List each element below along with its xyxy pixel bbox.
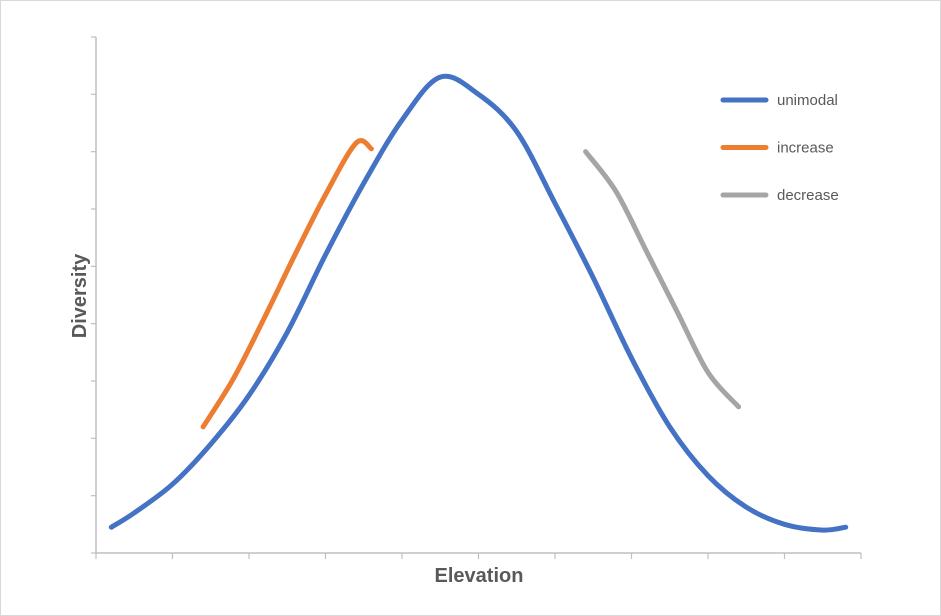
- axes: [91, 36, 862, 559]
- series-layer: [108, 73, 849, 533]
- legend-label-decrease: decrease: [777, 187, 839, 204]
- legend-label-unimodal: unimodal: [777, 92, 838, 109]
- series-line-decrease: [583, 149, 742, 410]
- x-axis-title: Elevation: [435, 565, 524, 587]
- series-line-unimodal: [108, 73, 849, 533]
- legend-label-increase: increase: [777, 140, 834, 157]
- y-axis-title: Diversity: [69, 253, 91, 338]
- series-line-increase: [200, 138, 374, 430]
- legend: unimodal increase decrease: [720, 92, 839, 204]
